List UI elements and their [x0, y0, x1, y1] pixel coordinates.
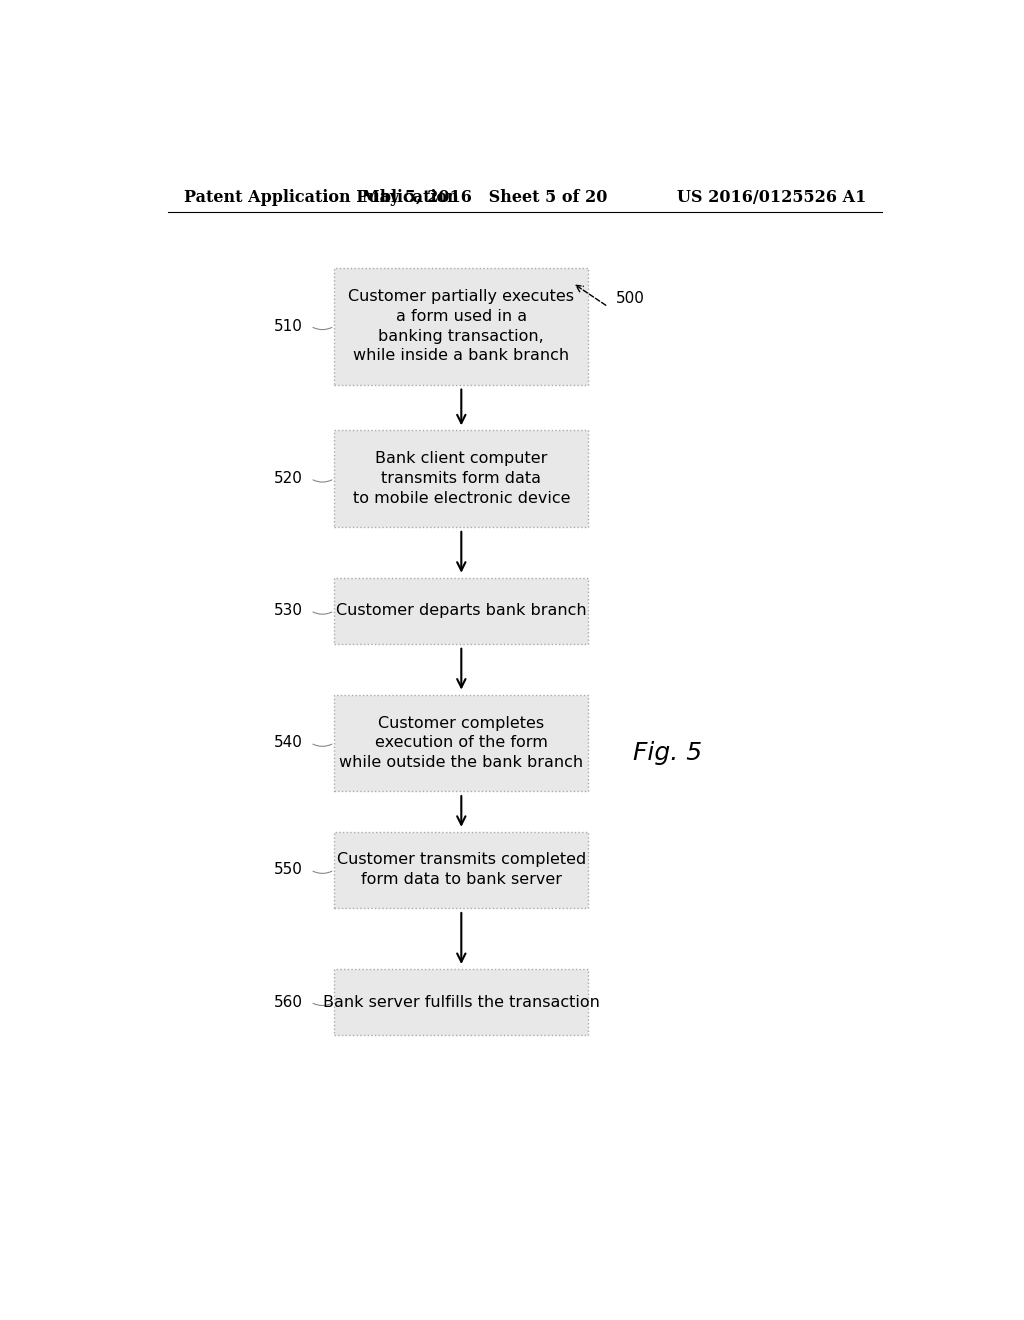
Text: Customer partially executes
a form used in a
banking transaction,
while inside a: Customer partially executes a form used … [348, 289, 574, 363]
FancyBboxPatch shape [334, 969, 588, 1035]
FancyBboxPatch shape [334, 832, 588, 908]
FancyBboxPatch shape [334, 430, 588, 527]
FancyBboxPatch shape [334, 268, 588, 384]
Text: Patent Application Publication: Patent Application Publication [183, 189, 459, 206]
Text: US 2016/0125526 A1: US 2016/0125526 A1 [677, 189, 866, 206]
Text: 500: 500 [616, 292, 645, 306]
Text: 560: 560 [273, 994, 303, 1010]
Text: Customer departs bank branch: Customer departs bank branch [336, 603, 587, 618]
Text: 520: 520 [273, 471, 303, 486]
Text: 530: 530 [273, 603, 303, 618]
Text: 540: 540 [273, 735, 303, 750]
Text: 510: 510 [273, 318, 303, 334]
Text: Fig. 5: Fig. 5 [633, 741, 702, 766]
Text: Bank server fulfills the transaction: Bank server fulfills the transaction [323, 994, 600, 1010]
FancyBboxPatch shape [334, 694, 588, 791]
Text: Customer completes
execution of the form
while outside the bank branch: Customer completes execution of the form… [339, 715, 584, 770]
Text: Customer transmits completed
form data to bank server: Customer transmits completed form data t… [337, 853, 586, 887]
Text: Bank client computer
transmits form data
to mobile electronic device: Bank client computer transmits form data… [352, 451, 570, 506]
FancyBboxPatch shape [334, 578, 588, 644]
Text: 550: 550 [273, 862, 303, 878]
Text: May 5, 2016   Sheet 5 of 20: May 5, 2016 Sheet 5 of 20 [362, 189, 608, 206]
